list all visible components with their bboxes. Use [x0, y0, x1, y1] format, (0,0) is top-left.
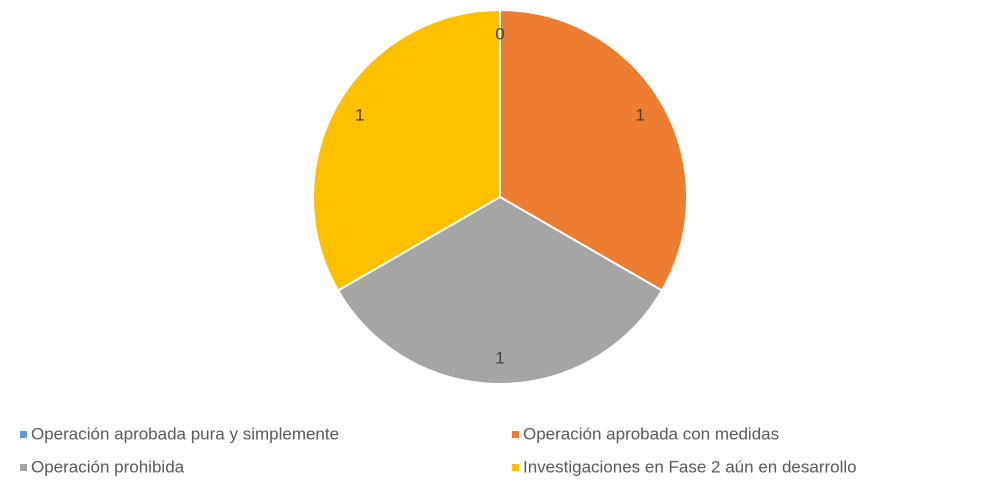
legend-swatch	[20, 464, 27, 471]
legend-swatch	[512, 431, 519, 438]
data-label: 0	[495, 24, 504, 43]
legend-label: Operación prohibida	[31, 457, 185, 476]
legend-swatch	[20, 431, 27, 438]
data-label: 1	[636, 105, 645, 124]
data-label: 1	[355, 105, 364, 124]
pie-slice	[312, 8, 501, 292]
pie-slice	[336, 195, 664, 385]
data-label: 1	[495, 348, 504, 367]
legend-swatch	[512, 464, 519, 471]
legend-label: Operación aprobada con medidas	[523, 424, 779, 443]
pie-slice	[499, 8, 688, 292]
legend-label: Investigaciones en Fase 2 aún en desarro…	[523, 457, 857, 476]
legend-label: Operación aprobada pura y simplemente	[31, 424, 339, 443]
